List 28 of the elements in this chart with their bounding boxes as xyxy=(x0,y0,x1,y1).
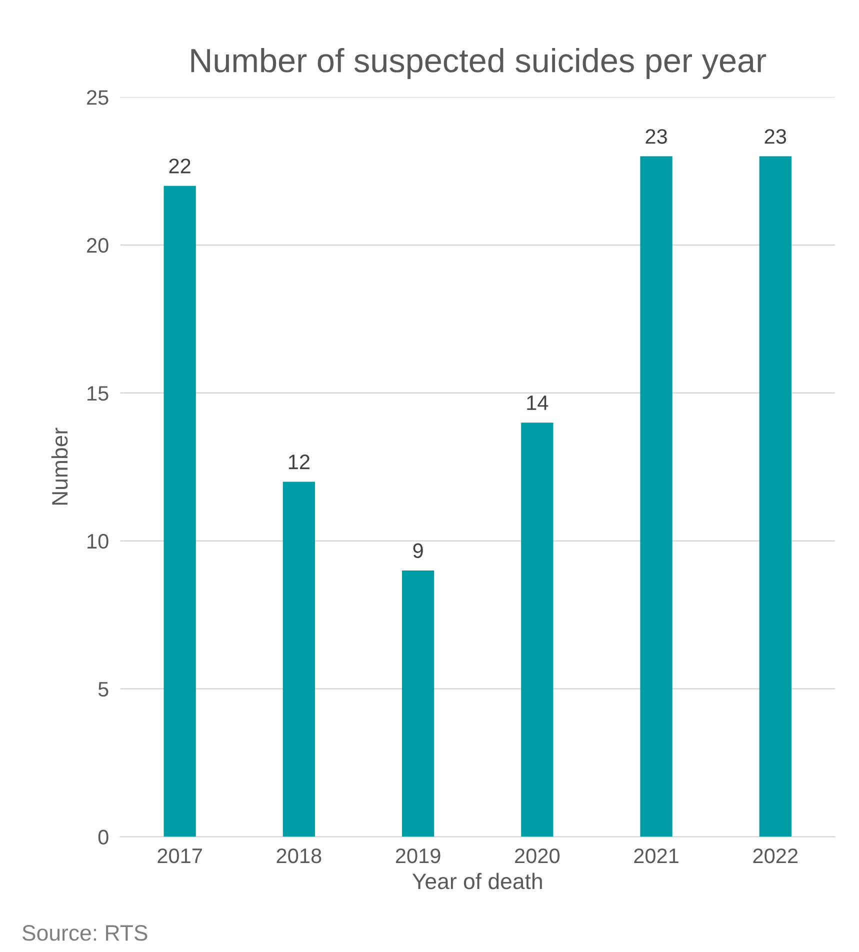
bar xyxy=(282,482,316,837)
bar xyxy=(521,422,554,837)
bar xyxy=(402,570,434,837)
y-tick-label: 20 xyxy=(87,238,108,253)
source-note: Source: RTS xyxy=(22,925,148,941)
x-tick-label: 2018 xyxy=(276,848,322,864)
data-label: 23 xyxy=(764,129,786,144)
y-tick-label: 5 xyxy=(98,682,108,697)
y-tick-label: 10 xyxy=(88,534,108,549)
data-label: 22 xyxy=(169,158,190,174)
data-label: 9 xyxy=(413,543,423,558)
y-tick-label: 15 xyxy=(88,386,108,401)
bar xyxy=(640,156,672,837)
data-label: 14 xyxy=(527,396,548,410)
x-tick-label: 2017 xyxy=(158,848,202,864)
y-axis-title: Number xyxy=(51,428,68,505)
chart-title: Number of suspected suicides per year xyxy=(191,48,766,80)
x-tick-label: 2021 xyxy=(634,848,678,864)
x-axis-title: Year of death xyxy=(412,872,542,890)
y-tick-label: 25 xyxy=(87,90,108,105)
data-label: 23 xyxy=(646,129,667,144)
data-label: 12 xyxy=(288,454,310,470)
x-tick-label: 2022 xyxy=(753,848,798,864)
y-tick-label: 0 xyxy=(98,830,108,845)
bar xyxy=(164,186,196,837)
x-tick-label: 2019 xyxy=(396,848,440,864)
bar xyxy=(759,156,792,837)
x-tick-label: 2020 xyxy=(515,848,560,864)
